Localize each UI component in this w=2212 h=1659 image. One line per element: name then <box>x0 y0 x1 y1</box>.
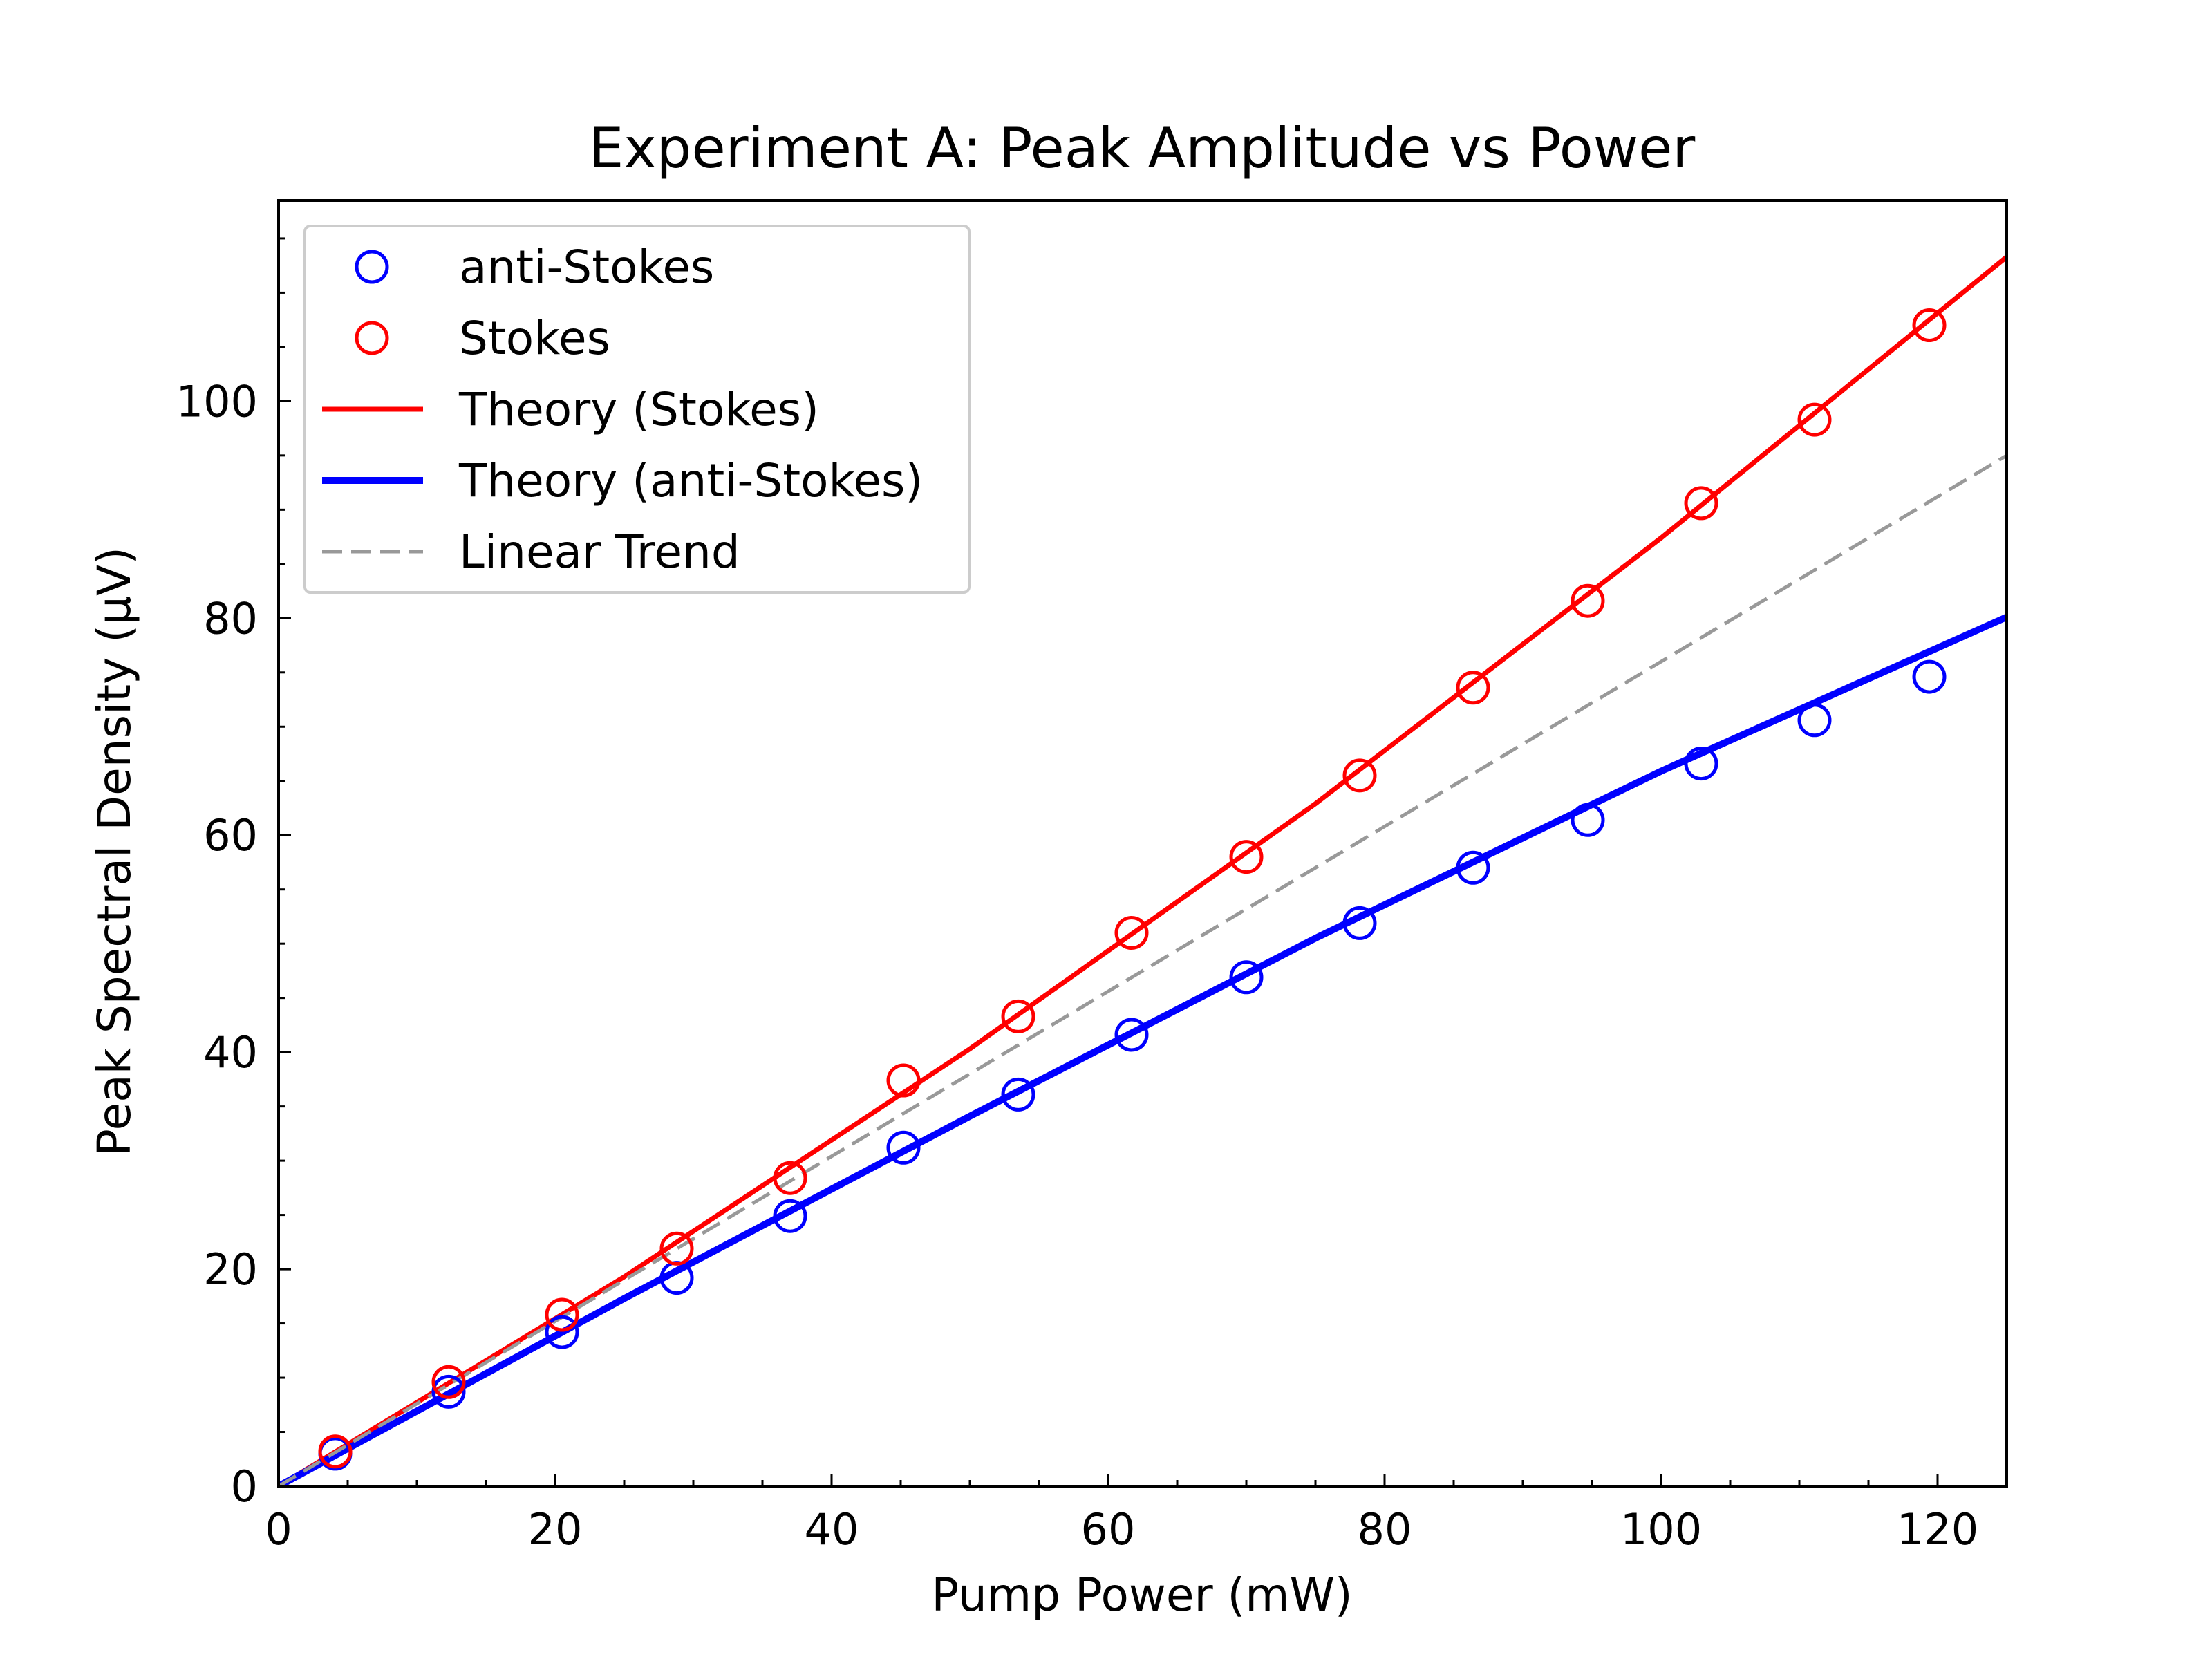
data-point-0-12 <box>1684 747 1718 781</box>
data-point-0-1 <box>431 1374 466 1409</box>
x-tick-label-60: 60 <box>1081 1504 1136 1555</box>
data-point-0-2 <box>545 1315 579 1349</box>
data-point-1-13 <box>1797 402 1832 437</box>
legend-box <box>303 225 971 594</box>
plot-area <box>277 199 2008 1488</box>
x-tick-label-40: 40 <box>805 1504 859 1555</box>
y-tick-label-20: 20 <box>203 1244 258 1295</box>
series-line-4 <box>279 453 2007 1486</box>
data-point-1-3 <box>659 1231 694 1266</box>
data-point-1-6 <box>1001 999 1035 1033</box>
data-point-1-9 <box>1342 758 1377 793</box>
data-point-1-14 <box>1912 308 1947 342</box>
data-point-0-10 <box>1456 850 1490 885</box>
data-point-0-14 <box>1912 659 1947 694</box>
legend: anti-Stokes Stokes Theory (Stokes) Theory (… <box>303 225 971 594</box>
data-point-0-7 <box>1114 1018 1149 1052</box>
y-tick-label-60: 60 <box>203 810 258 861</box>
x-tick-label-0: 0 <box>265 1504 292 1555</box>
series-line-2 <box>279 254 2007 1486</box>
data-point-0-9 <box>1342 906 1377 940</box>
data-point-1-5 <box>886 1063 921 1098</box>
data-point-0-6 <box>1001 1077 1035 1112</box>
data-point-1-2 <box>545 1297 579 1332</box>
data-point-0-8 <box>1229 960 1264 995</box>
x-axis-label: Pump Power (mW) <box>931 1568 1352 1622</box>
legend-label-1: Stokes <box>459 312 610 365</box>
plot-frame <box>277 199 2008 1488</box>
x-tick-label-20: 20 <box>528 1504 583 1555</box>
y-tick-label-0: 0 <box>231 1461 258 1512</box>
data-point-1-0 <box>318 1434 353 1469</box>
x-tick-label-80: 80 <box>1358 1504 1412 1555</box>
data-point-0-4 <box>773 1199 807 1233</box>
data-point-1-10 <box>1456 671 1490 705</box>
x-tick-label-100: 100 <box>1620 1504 1702 1555</box>
data-point-1-11 <box>1571 583 1605 618</box>
y-tick-label-80: 80 <box>203 593 258 644</box>
legend-label-3: Theory (anti-Stokes) <box>458 454 923 507</box>
legend-marker-1 <box>355 321 389 355</box>
legend-label-0: anti-Stokes <box>459 241 714 294</box>
data-point-1-7 <box>1114 916 1149 950</box>
axis-ticks: 0 20 40 60 80 100 120 0 20 40 60 80 100 <box>176 237 2008 1555</box>
x-tick-label-120: 120 <box>1897 1504 1978 1555</box>
legend-label-4: Linear Trend <box>459 525 740 579</box>
data-point-0-5 <box>886 1130 921 1165</box>
data-point-1-1 <box>431 1365 466 1399</box>
data-point-1-8 <box>1229 840 1264 874</box>
data-point-1-4 <box>773 1161 807 1195</box>
y-tick-label-100: 100 <box>176 376 258 427</box>
data-point-0-13 <box>1797 703 1832 738</box>
data-point-0-11 <box>1571 803 1605 837</box>
y-axis-label: Peak Spectral Density (μV) <box>88 547 141 1156</box>
chart-title: Experiment A: Peak Amplitude vs Power <box>589 116 1696 180</box>
data-point-1-12 <box>1684 486 1718 521</box>
y-tick-label-40: 40 <box>203 1027 258 1078</box>
legend-marker-0 <box>355 250 389 284</box>
legend-label-2: Theory (Stokes) <box>458 383 819 436</box>
plot-series <box>279 254 2007 1486</box>
